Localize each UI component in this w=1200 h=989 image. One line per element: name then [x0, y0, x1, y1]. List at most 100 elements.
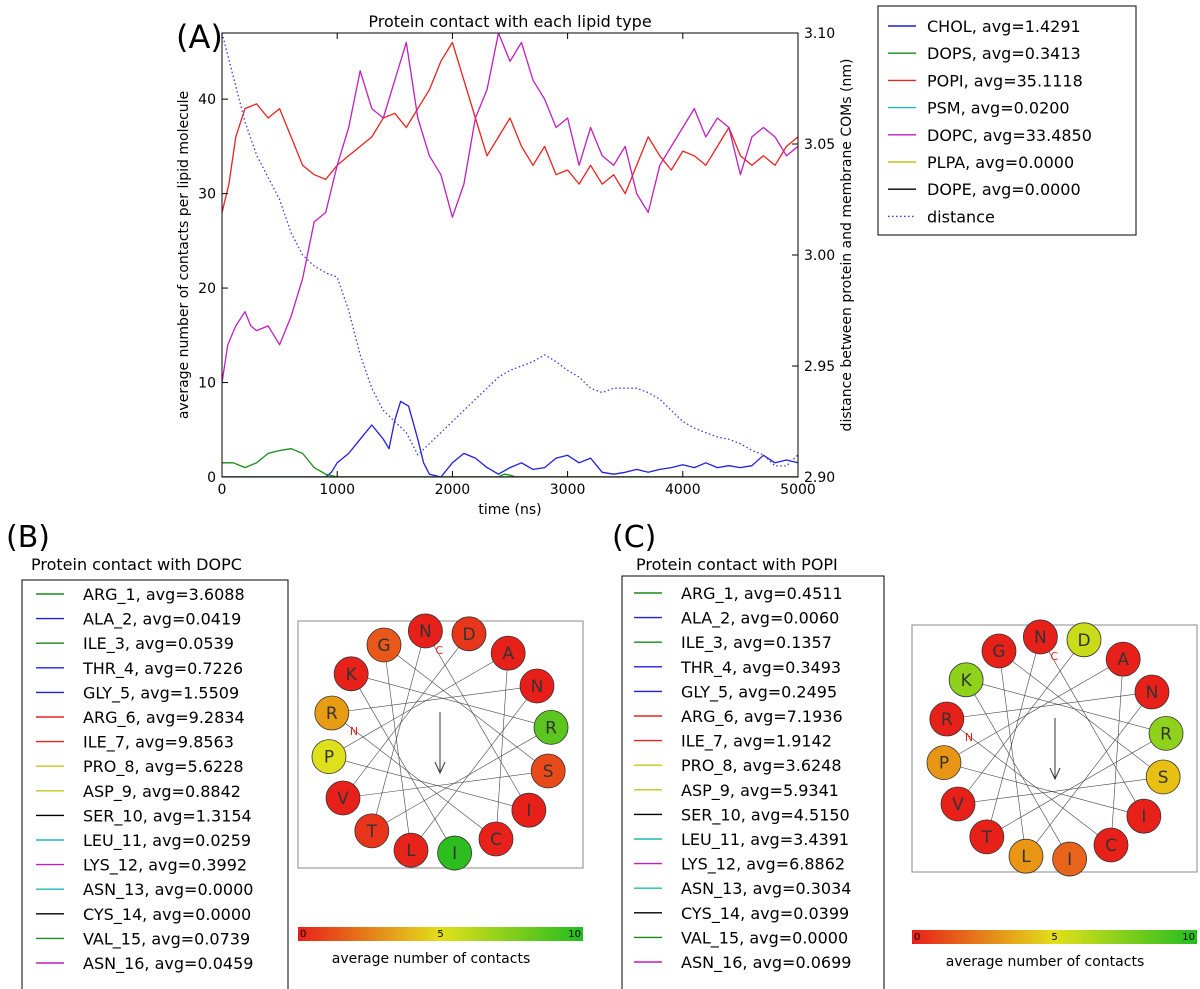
panel-b: (B) Protein contact with DOPC ARG_1, avg…	[6, 520, 584, 989]
panel-a-ylabel-right: distance between protein and membrane CO…	[839, 59, 855, 432]
legend-label-chol: CHOL, avg=1.4291	[927, 17, 1081, 36]
wheel-connection	[965, 679, 1070, 860]
legend-entry: CYS_14, avg=0.0399	[681, 904, 849, 924]
y-right-tick-label: 3.00	[804, 248, 835, 264]
legend-entry: ASN_13, avg=0.3034	[681, 879, 851, 899]
wheel-connection	[328, 756, 529, 811]
x-tick-label: 4000	[665, 482, 701, 498]
colorbar-tick-label: 0	[300, 929, 306, 940]
residue-circle	[314, 695, 350, 731]
legend-entry: ALA_2, avg=0.0060	[681, 609, 839, 629]
colorbar-tick-label: 5	[437, 929, 443, 940]
panel-b-legend-frame	[21, 579, 289, 989]
residue-circle	[1126, 798, 1162, 834]
panel-b-colorbar-label: average number of contacts	[332, 951, 530, 967]
series-line-dopc	[222, 33, 798, 383]
legend-entry: ARG_6, avg=7.1936	[681, 707, 843, 727]
panel-a-ylabel: average number of contacts per lipid mol…	[176, 91, 192, 419]
colorbar-tick-label: 5	[1051, 932, 1057, 943]
residue-letter: T	[981, 828, 993, 848]
series-line-distance	[222, 33, 798, 467]
residue-letter: N	[531, 677, 544, 697]
legend-label-dope: DOPE, avg=0.0000	[927, 180, 1081, 199]
residue-circle	[926, 745, 962, 781]
y-right-tick-label: 3.05	[804, 137, 835, 153]
residue-circle	[1148, 715, 1184, 751]
wheel-connection	[350, 673, 455, 854]
c-terminus-label: C	[1050, 650, 1058, 663]
y-tick-label: 20	[198, 281, 216, 297]
residue-letter: G	[377, 636, 390, 656]
residue-circle	[1052, 841, 1088, 877]
wheel-connection	[342, 633, 470, 799]
legend-entry: CYS_14, avg=0.0000	[83, 905, 251, 925]
legend-label-popi: POPI, avg=35.1118	[927, 71, 1083, 90]
residue-circle	[533, 709, 569, 745]
wheel-connection	[986, 733, 1167, 838]
x-tick-label: 3000	[550, 482, 586, 498]
c-terminus-label: C	[435, 644, 443, 657]
wheel-connection	[998, 650, 1164, 778]
wheel-connection	[410, 685, 538, 851]
residue-letter: K	[346, 665, 358, 685]
residue-circle	[1008, 838, 1044, 874]
residue-circle	[511, 792, 547, 828]
residue-letter: P	[939, 754, 949, 774]
residue-letter: R	[941, 710, 953, 730]
panel-b-label: (B)	[6, 520, 50, 555]
y-tick-label: 10	[198, 376, 216, 392]
wheel-connection	[425, 630, 530, 811]
legend-label-plpa: PLPA, avg=0.0000	[927, 153, 1074, 172]
wheel-connection	[371, 727, 552, 832]
residue-letter: V	[337, 789, 349, 809]
panel-b-legend: ARG_1, avg=3.6088 ALA_2, avg=0.0419 ILE_3,…	[36, 585, 253, 974]
panel-a-label: (A)	[176, 18, 223, 56]
residue-circle	[1066, 622, 1102, 658]
wheel-connection	[957, 639, 1085, 805]
wheel-connection	[383, 644, 412, 851]
panel-b-wheel-frame	[297, 620, 584, 869]
residue-circle	[437, 835, 473, 871]
wheel-connection	[957, 776, 1164, 805]
legend-label-distance: distance	[927, 207, 995, 226]
legend-label-dops: DOPS, avg=0.3413	[927, 44, 1081, 63]
residue-letter: D	[462, 625, 475, 645]
panel-a-legend: CHOL, avg=1.4291 DOPS, avg=0.3413 POPI, av…	[888, 17, 1092, 226]
panel-c-wheel-frame	[911, 624, 1198, 873]
residue-letter: S	[1158, 768, 1169, 788]
panel-b-colorbar	[298, 927, 583, 941]
residue-letter: T	[366, 822, 378, 842]
residue-letter: L	[406, 841, 416, 861]
y-right-tick-label: 2.95	[804, 359, 835, 375]
panel-c-colorbar-ticks: 0 5 10	[914, 932, 1195, 943]
legend-entry: LEU_11, avg=3.4391	[681, 830, 849, 850]
residue-letter: N	[1146, 683, 1159, 703]
panel-b-colorbar-ticks: 0 5 10	[300, 929, 581, 940]
y-tick-label: 30	[198, 187, 216, 203]
moment-arrowhead	[1049, 767, 1061, 781]
legend-entry: ASN_16, avg=0.0459	[83, 954, 253, 974]
wheel-connection	[1025, 691, 1153, 857]
panel-b-title: Protein contact with DOPC	[31, 555, 242, 574]
legend-entry: SER_10, avg=1.3154	[83, 806, 252, 826]
y-right-tick-label: 3.10	[804, 26, 835, 42]
legend-entry: ARG_1, avg=0.4511	[681, 584, 843, 604]
x-tick-label: 1000	[319, 482, 355, 498]
wheel-connection	[495, 653, 509, 840]
residue-letter: I	[452, 844, 457, 864]
wheel-connection	[371, 630, 426, 831]
legend-entry: LYS_12, avg=6.8862	[681, 855, 845, 875]
wheel-connection	[946, 691, 1153, 720]
x-tick-label: 0	[218, 482, 227, 498]
residue-letter: R	[1160, 724, 1172, 744]
series-line-dops	[222, 448, 798, 477]
legend-entry: ILE_7, avg=1.9142	[681, 732, 832, 752]
panel-c-colorbar	[912, 930, 1197, 944]
residue-circle	[948, 662, 984, 698]
residue-letter: I	[526, 801, 531, 821]
residue-letter: G	[992, 642, 1005, 662]
colorbar-tick-label: 0	[914, 932, 920, 943]
wheel-connection	[383, 644, 549, 772]
